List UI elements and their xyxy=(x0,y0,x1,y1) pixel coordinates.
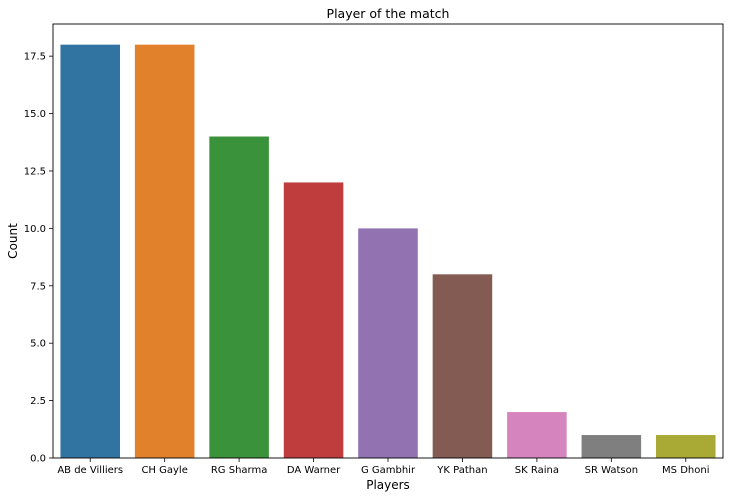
y-tick-label: 17.5 xyxy=(24,52,46,63)
x-tick-label: SR Watson xyxy=(585,465,638,476)
bar-ab-de-villiers xyxy=(60,44,120,459)
bar-sk-raina xyxy=(507,412,567,458)
bar-rg-sharma xyxy=(209,136,269,458)
y-tick-label: 5.0 xyxy=(30,339,46,350)
x-tick-label: DA Warner xyxy=(287,465,341,476)
x-tick-label: AB de Villiers xyxy=(57,465,123,476)
x-tick-label: MS Dhoni xyxy=(662,465,709,476)
plot-frame xyxy=(52,23,724,459)
y-axis-label: Count xyxy=(6,223,20,259)
x-axis-label: Players xyxy=(366,478,410,492)
bar-yk-pathan xyxy=(432,274,493,458)
y-tick-label: 12.5 xyxy=(24,166,46,177)
bar-ms-dhoni xyxy=(656,435,716,458)
x-axis: AB de Villiers CH Gayle RG Sharma DA Warner… xyxy=(57,458,709,476)
x-tick-label: CH Gayle xyxy=(141,465,187,476)
bar-g-gambhir xyxy=(358,228,418,458)
bars-group xyxy=(60,44,716,459)
y-tick-label: 10.0 xyxy=(24,224,46,235)
bar-da-warner xyxy=(283,182,344,458)
bar-ch-gayle xyxy=(134,44,195,459)
y-tick-label: 15.0 xyxy=(24,109,46,120)
x-tick-label: G Gambhir xyxy=(361,465,416,476)
y-tick-label: 2.5 xyxy=(30,396,46,407)
x-tick-label: RG Sharma xyxy=(211,465,268,476)
x-tick-label: SK Raina xyxy=(515,465,559,476)
x-tick-label: YK Pathan xyxy=(436,465,487,476)
y-axis: 0.0 2.5 5.0 7.5 10.0 12.5 15.0 17.5 xyxy=(24,52,53,465)
chart-title: Player of the match xyxy=(327,6,450,21)
bar-sr-watson xyxy=(581,435,642,458)
y-tick-label: 0.0 xyxy=(30,454,46,465)
y-tick-label: 7.5 xyxy=(30,281,46,292)
